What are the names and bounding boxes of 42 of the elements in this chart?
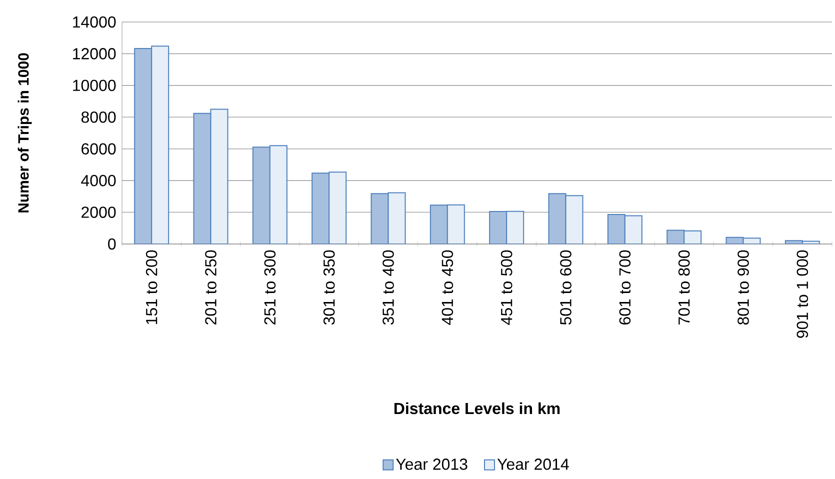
bar [446,204,465,244]
x-tick-label: 901 to 1 000 [796,250,808,338]
y-tick-label: 0 [108,238,116,250]
bar [193,112,212,244]
bar [134,48,152,244]
bar [269,145,288,244]
bar [548,193,566,244]
bar [370,193,389,244]
bar [312,172,330,244]
bar [252,146,270,244]
x-tick-label: 401 to 450 [442,250,454,325]
y-tick-label: 4000 [81,174,116,186]
bar [489,210,508,244]
bar [328,172,347,244]
x-tick-label: 151 to 200 [146,250,158,324]
y-tick-label: 2000 [82,206,116,218]
x-tick-label: 351 to 400 [382,250,394,325]
legend-label: Year 2013 [396,458,468,470]
x-tick-label: 701 to 800 [678,250,690,324]
x-axis-title: Distance Levels in km [394,402,560,414]
bar [565,195,584,244]
legend-label: Year 2014 [497,458,569,470]
x-tick-label: 501 to 600 [560,250,572,325]
y-tick-label: 12000 [73,48,116,60]
x-tick-label: 251 to 300 [264,250,276,324]
bar [607,214,626,244]
bar [430,204,448,244]
y-tick-label: 10000 [73,80,116,92]
y-tick-label: 14000 [73,16,116,28]
x-tick-label: 801 to 900 [738,250,749,325]
y-tick-label: 6000 [82,143,116,155]
x-tick-label: 451 to 500 [500,250,512,325]
bar [506,210,524,244]
bar [210,108,228,244]
bar [388,192,406,244]
x-tick-label: 601 to 700 [619,250,631,324]
y-axis-title: Numer of Trips in 1000 [18,53,32,212]
x-tick-label: 301 to 350 [323,250,335,325]
bar [151,46,170,244]
y-tick-label: 8000 [81,111,116,123]
x-tick-label: 201 to 250 [205,250,216,324]
bar [624,215,642,244]
